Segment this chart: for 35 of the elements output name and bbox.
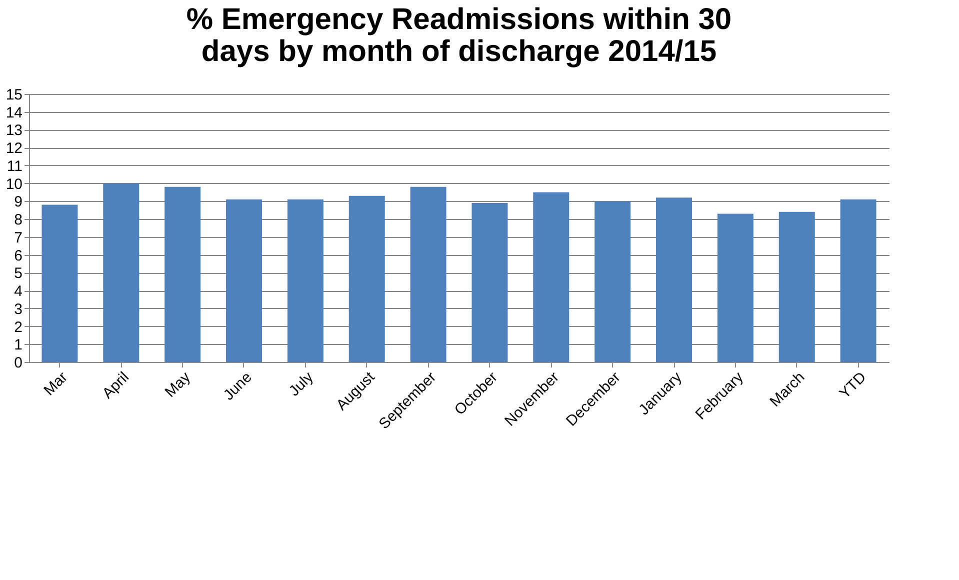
chart-title: % Emergency Readmissions within 30 days by month of discharge 2014/15 [186,3,732,68]
x-tick-label: May [162,368,194,401]
y-tick-label: 0 [14,354,22,372]
y-tick-label: 4 [14,283,22,300]
y-tick-label: 12 [6,140,22,158]
y-tick-label: 9 [14,194,22,211]
bar [472,202,508,362]
y-tick-label: 13 [6,122,22,140]
y-tick-label: 10 [6,176,22,193]
bar [164,186,201,362]
y-tick-label: 15 [6,86,22,104]
bar [348,196,385,362]
bar [287,199,324,362]
bar [410,186,446,362]
bar [42,204,78,362]
y-tick-label: 7 [14,229,22,246]
y-tick-label: 6 [14,247,22,264]
y-tick-label: 3 [14,300,22,318]
x-tick-label: July [286,368,318,400]
bar [840,199,876,362]
y-tick-label: 1 [14,336,22,354]
bar [103,183,140,362]
y-tick-label: 14 [6,104,22,122]
bar [226,199,262,362]
y-tick-label: 5 [14,265,22,282]
bar [533,192,570,362]
bar [778,212,815,362]
x-tick-label: Mar [40,368,72,400]
bar [717,214,754,362]
y-tick-label: 2 [14,318,22,336]
bar [594,201,631,362]
bar [656,198,692,362]
y-tick-label: 8 [14,212,22,229]
y-tick-label: 11 [6,158,22,175]
x-tick-label: YTD [836,368,870,402]
